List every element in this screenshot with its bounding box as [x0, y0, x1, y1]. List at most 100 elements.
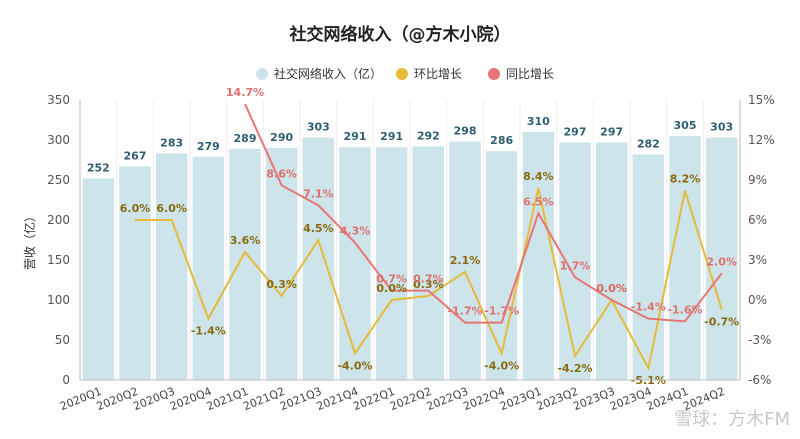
y-tick-label: 200: [47, 213, 70, 227]
bar-value-label: 303: [710, 121, 733, 134]
yoy-value-label: 2.0%: [706, 255, 737, 268]
bar: [669, 136, 701, 380]
bar: [595, 142, 628, 380]
x-tick-label: 2021Q4: [315, 385, 360, 413]
bar: [155, 153, 188, 380]
qoq-value-label: -4.0%: [337, 359, 372, 372]
bar: [375, 147, 408, 380]
bar-value-label: 282: [637, 137, 660, 150]
y-tick-label: 150: [47, 253, 70, 267]
yoy-value-label: 14.7%: [226, 86, 264, 99]
yoy-growth-line: [244, 103, 723, 324]
qoq-value-label: 8.2%: [670, 173, 701, 186]
legend-swatch: [256, 68, 268, 80]
bar-value-label: 305: [674, 119, 697, 132]
legend-label: 社交网络收入（亿）: [274, 66, 382, 81]
x-tick-label: 2021Q2: [241, 385, 286, 413]
y2-tick-label: -6%: [748, 373, 771, 387]
y2-tick-label: 0%: [748, 293, 767, 307]
yoy-value-label: 8.6%: [266, 167, 297, 180]
bar-value-label: 298: [454, 125, 477, 138]
bar-value-label: 297: [600, 125, 623, 138]
x-tick-label: 2023Q4: [608, 385, 653, 413]
qoq-value-label: 0.0%: [376, 282, 407, 295]
bar: [82, 178, 115, 380]
qoq-value-label: 6.0%: [120, 202, 151, 215]
bar: [632, 154, 665, 380]
lines: [135, 103, 723, 371]
x-tick-label: 2020Q3: [131, 385, 176, 413]
bar-value-label: 279: [197, 140, 220, 153]
y-tick-label: 250: [47, 173, 70, 187]
bar: [302, 137, 335, 380]
qoq-value-label: 4.5%: [303, 222, 334, 235]
bar: [412, 146, 445, 380]
bar-value-label: 297: [564, 125, 587, 138]
bar-value-label: 303: [307, 121, 330, 134]
y-axis-label: 营收（亿）: [22, 210, 37, 270]
qoq-growth-line: [135, 187, 723, 371]
y2-tick-label: 9%: [748, 173, 767, 187]
yoy-value-label: 7.1%: [303, 187, 334, 200]
bar-value-label: 283: [160, 137, 183, 150]
yoy-value-label: -1.7%: [447, 305, 482, 318]
y2-tick-label: 15%: [748, 93, 775, 107]
bar: [265, 148, 298, 380]
yoy-value-label: -1.4%: [631, 301, 666, 314]
y-tick-label: 50: [55, 333, 70, 347]
grid: [116, 100, 704, 380]
y2-tick-label: 12%: [748, 133, 775, 147]
chart-title: 社交网络收入（@方木小院）: [289, 24, 511, 45]
qoq-value-label: 2.1%: [450, 254, 481, 267]
yoy-value-label: 0.7%: [413, 273, 444, 286]
yoy-value-label: -1.6%: [667, 303, 702, 316]
bar: [522, 132, 555, 380]
data-labels: 252 267 283 279 289 290 303 291 291 292 298 286 310 2…: [87, 86, 739, 387]
qoq-value-label: 0.3%: [266, 278, 297, 291]
x-tick-label: 2022Q2: [388, 385, 433, 413]
x-tick-label: 2022Q1: [351, 385, 396, 413]
qoq-value-label: 0.0%: [596, 282, 627, 295]
bar-value-label: 290: [270, 131, 293, 144]
watermark-text: 雪球：方木FM: [674, 409, 790, 430]
x-tick-label: 2022Q4: [461, 385, 506, 413]
qoq-value-label: -4.0%: [484, 359, 519, 372]
qoq-value-label: -1.4%: [191, 325, 226, 338]
qoq-value-label: 6.0%: [156, 202, 187, 215]
qoq-value-label: -0.7%: [704, 315, 739, 328]
yoy-value-label: 6.5%: [523, 195, 554, 208]
bar: [192, 156, 225, 380]
legend: 社交网络收入（亿） 环比增长 同比增长: [256, 66, 554, 81]
legend-swatch: [488, 68, 500, 80]
qoq-value-label: 3.6%: [230, 234, 261, 247]
qoq-value-label: 8.4%: [523, 170, 554, 183]
y-tick-label: 0: [62, 373, 70, 387]
x-tick-label: 2023Q2: [535, 385, 580, 413]
qoq-value-label: 0.3%: [413, 278, 444, 291]
x-tick-label: 2020Q1: [58, 385, 103, 413]
y-tick-label: 100: [47, 293, 70, 307]
y-tick-label: 350: [47, 93, 70, 107]
bar: [119, 166, 151, 380]
qoq-value-label: -4.2%: [557, 362, 592, 375]
bar-value-label: 291: [344, 130, 367, 143]
yoy-value-label: 0.7%: [376, 273, 407, 286]
x-tick-label: 2022Q3: [425, 385, 470, 413]
y-tick-label: 300: [47, 133, 70, 147]
bar-value-label: 252: [87, 161, 110, 174]
y2-tick-label: 6%: [748, 213, 767, 227]
bar-value-label: 292: [417, 129, 440, 142]
x-tick-label: 2023Q3: [571, 385, 616, 413]
yoy-value-label: 0.0%: [596, 282, 627, 295]
x-tick-label: 2021Q3: [278, 385, 323, 413]
bars: [82, 132, 738, 380]
bar: [339, 147, 371, 380]
bar-value-label: 291: [380, 130, 403, 143]
bar: [449, 141, 481, 380]
bar: [705, 137, 738, 380]
x-tick-label: 2023Q1: [498, 385, 543, 413]
bar-value-label: 286: [490, 134, 513, 147]
yoy-value-label: -1.7%: [484, 305, 519, 318]
bar-value-label: 267: [124, 149, 147, 162]
